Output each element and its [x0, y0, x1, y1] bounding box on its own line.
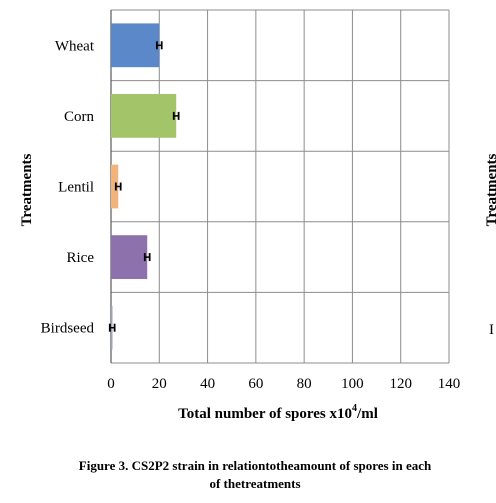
category-label-lentil: Lentil — [58, 180, 94, 196]
bar-lentil — [111, 164, 119, 209]
chart-error-bars — [108, 41, 180, 332]
x-tick-label: 0 — [107, 376, 115, 392]
x-tick-label: 140 — [438, 376, 461, 392]
x-tick-label: 40 — [200, 376, 215, 392]
figure-caption-line1: Figure 3. CS2P2 strain in relationtothea… — [78, 458, 432, 473]
x-tick-label: 60 — [248, 376, 263, 392]
category-label-birdseed: Birdseed — [41, 321, 95, 337]
category-labels: Wheat Corn Lentil Rice Birdseed — [41, 38, 95, 336]
chart-grid — [110, 9, 450, 364]
x-tick-labels: 0 20 40 60 80 100 120 140 — [107, 376, 460, 392]
y-axis-title: Treatments — [19, 153, 35, 226]
bar-chart: Wheat Corn Lentil Rice Birdseed 0 20 40 60 80 100… — [19, 9, 496, 422]
bar-rice — [111, 235, 148, 279]
category-label-wheat: Wheat — [55, 38, 95, 54]
x-tick-label: 100 — [341, 376, 364, 392]
bar-corn — [111, 94, 177, 138]
category-label-rice: Rice — [67, 250, 95, 266]
x-tick-label: 80 — [297, 376, 312, 392]
figure-caption-line2: of thetreatments — [209, 476, 301, 491]
x-tick-label: 20 — [152, 376, 167, 392]
x-axis-title: Total number of spores x104/ml — [178, 403, 378, 422]
clipped-panel-letter: I — [489, 322, 494, 338]
bar-wheat — [111, 23, 160, 68]
category-label-corn: Corn — [64, 109, 95, 125]
clipped-panel-axis-title: Treatments — [484, 153, 496, 226]
x-tick-label: 120 — [389, 376, 412, 392]
